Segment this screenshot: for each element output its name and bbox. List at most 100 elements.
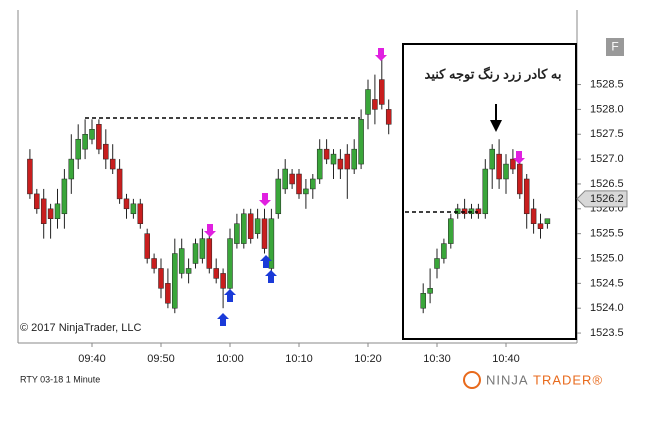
sell-arrow <box>375 48 387 61</box>
candle-body <box>213 268 219 279</box>
candle-body <box>427 288 433 294</box>
last-price-box <box>576 190 628 208</box>
y-tick-label: 1527.0 <box>590 153 624 165</box>
candle-body <box>544 218 551 224</box>
candle-body <box>358 119 364 165</box>
candle-body <box>34 193 40 210</box>
sell-arrow <box>259 193 271 206</box>
candle-body <box>220 273 226 289</box>
candle-body <box>344 153 351 170</box>
candle-body <box>351 148 357 170</box>
candle-body <box>137 203 144 224</box>
plot-area <box>27 59 551 314</box>
candle-body <box>303 188 309 195</box>
candle-body <box>116 168 123 200</box>
candle-body <box>261 218 268 249</box>
y-tick-label: 1525.0 <box>590 252 624 264</box>
candle-body <box>185 268 192 274</box>
candle-body <box>537 223 544 229</box>
candle-body <box>420 293 426 309</box>
y-tick-label: 1528.0 <box>590 103 624 115</box>
candle-body <box>434 258 440 269</box>
candle-body <box>96 124 102 150</box>
last-price-label: 1526.2 <box>590 193 624 205</box>
candle-body <box>144 233 150 259</box>
candle-body <box>316 148 323 180</box>
x-tick-label: 10:10 <box>285 353 313 365</box>
candle-body <box>206 238 213 269</box>
candle-body <box>337 158 344 170</box>
candle-body <box>158 268 164 289</box>
candle-body <box>27 158 33 195</box>
candle-body <box>172 253 178 309</box>
candle-body <box>241 213 247 244</box>
logo-right: TRADER® <box>533 372 603 387</box>
candle-body <box>47 208 54 219</box>
candle-body <box>510 158 516 170</box>
y-tick-label: 1526.5 <box>590 178 624 190</box>
candle-body <box>517 163 523 195</box>
candle-body <box>178 248 185 274</box>
x-tick-label: 10:00 <box>216 353 244 365</box>
candle-body <box>379 79 385 105</box>
candle-body <box>192 243 199 264</box>
x-tick-label: 09:50 <box>147 353 175 365</box>
candle-body <box>289 173 295 185</box>
candle-body <box>103 143 109 160</box>
candle-body <box>489 148 495 170</box>
buy-arrow <box>265 270 277 283</box>
y-tick-label: 1527.5 <box>590 128 624 140</box>
candle-body <box>323 148 330 160</box>
format-button-label[interactable]: F <box>611 40 618 54</box>
candle-body <box>247 213 254 239</box>
candle-body <box>385 109 392 125</box>
annotation: به کادر زرد رنگ توجه کنید <box>425 65 562 82</box>
candle-body <box>89 129 95 140</box>
x-tick-label: 10:30 <box>423 353 451 365</box>
candle-body <box>130 203 137 215</box>
candle-body <box>82 134 88 150</box>
y-tick-label: 1524.5 <box>590 277 624 289</box>
candle-body <box>503 163 509 180</box>
candle-body <box>109 158 116 170</box>
candle-body <box>75 138 81 160</box>
highlight-frame <box>402 43 577 340</box>
candle-body <box>61 178 68 215</box>
buy-arrow <box>224 289 236 302</box>
candle-body <box>296 173 302 195</box>
candle-body <box>448 218 454 244</box>
x-tick-label: 10:40 <box>492 353 520 365</box>
y-tick-label: 1523.5 <box>590 327 624 339</box>
y-tick-label: 1525.5 <box>590 228 624 240</box>
candle-body <box>199 238 206 259</box>
x-tick-label: 09:40 <box>78 353 106 365</box>
sell-arrow <box>513 151 525 164</box>
x-tick-label: 10:20 <box>354 353 382 365</box>
format-button[interactable] <box>606 38 624 56</box>
buy-arrow <box>260 255 272 268</box>
logo-left: NINJA <box>486 372 529 387</box>
y-tick-label: 1524.0 <box>590 302 624 314</box>
candle-body <box>372 99 378 110</box>
candle-body <box>496 153 502 180</box>
candle-body <box>165 283 171 304</box>
buy-arrow <box>217 313 229 326</box>
candle-body <box>123 198 130 210</box>
annotation-arrowhead <box>490 120 502 132</box>
instrument-label: RTY 03-18 1 Minute <box>20 374 100 384</box>
y-tick-label: 1528.5 <box>590 78 624 90</box>
candle-body <box>268 218 275 269</box>
copyright: © 2017 NinjaTrader, LLC <box>20 322 141 334</box>
candle-body <box>365 89 371 115</box>
candle-body <box>282 168 288 190</box>
candle-body <box>530 208 537 224</box>
logo-icon <box>463 371 481 389</box>
candle-body <box>234 223 240 244</box>
candle-body <box>227 238 233 289</box>
signal-arrows <box>204 48 525 326</box>
candle-body <box>523 178 530 215</box>
candle-body <box>254 218 261 234</box>
candle-body <box>68 158 75 180</box>
